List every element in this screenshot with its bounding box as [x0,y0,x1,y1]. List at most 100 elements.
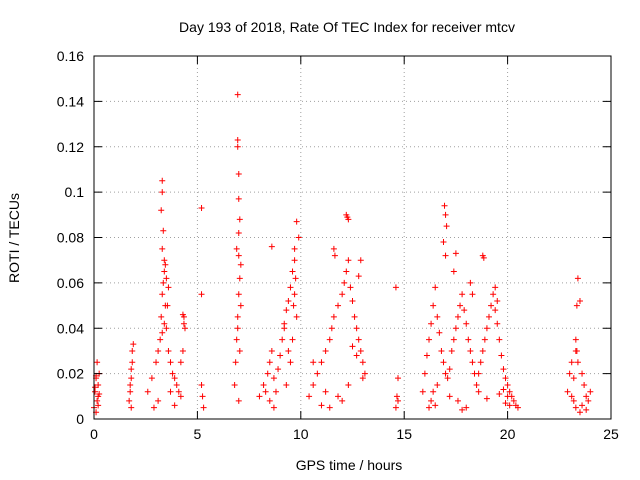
data-point [359,359,366,366]
data-point [438,347,445,354]
data-point [264,370,271,377]
data-point [159,177,166,184]
data-point [233,245,240,252]
data-point [235,291,242,298]
data-point [510,397,517,404]
data-point [441,202,448,209]
data-point [583,393,590,400]
y-tick-label: 0.02 [57,366,84,382]
data-point [128,404,135,411]
data-point [256,393,263,400]
data-point [502,400,509,407]
data-point [494,320,501,327]
data-point [572,336,579,343]
data-point [450,268,457,275]
data-point [198,205,205,212]
data-point [349,298,356,305]
data-point [440,239,447,246]
data-point [279,336,286,343]
data-point [235,397,242,404]
x-tick-label: 20 [500,426,516,442]
data-point [345,381,352,388]
data-point [167,388,174,395]
data-point [436,329,443,336]
data-point [322,388,329,395]
data-point [349,343,356,350]
data-point [339,291,346,298]
data-point [485,313,492,320]
data-point [581,381,588,388]
data-point [357,347,364,354]
data-point [430,388,437,395]
data-point [235,229,242,236]
data-point [450,336,457,343]
data-point [428,397,435,404]
data-point [179,347,186,354]
data-point [272,388,279,395]
data-point [355,273,362,280]
data-point [198,291,205,298]
data-point [469,359,476,366]
data-point [434,313,441,320]
data-point [353,352,360,359]
data-point [504,393,511,400]
data-point [568,359,575,366]
data-point [351,313,358,320]
data-point [583,406,590,413]
data-point [434,381,441,388]
data-point [233,336,240,343]
data-point [500,386,507,393]
data-point [393,393,400,400]
data-point [430,302,437,309]
data-point [322,347,329,354]
data-point [234,325,241,332]
data-point [236,275,243,282]
data-point [295,234,302,241]
data-point [130,341,137,348]
data-point [330,313,337,320]
y-tick-label: 0.1 [65,184,85,200]
data-point [570,375,577,382]
data-point [442,211,449,218]
data-point [426,404,433,411]
data-point [463,320,470,327]
data-point [572,404,579,411]
data-point [448,347,455,354]
data-point [335,393,342,400]
x-tick-label: 0 [90,426,98,442]
data-point [162,261,169,268]
data-point [579,402,586,409]
data-point [169,370,176,377]
data-point [285,298,292,305]
data-point [394,375,401,382]
data-point [421,370,428,377]
data-point [163,275,170,282]
data-point [452,325,459,332]
data-point [167,359,174,366]
data-point [440,359,447,366]
data-point [326,336,333,343]
y-tick-label: 0.06 [57,275,84,291]
data-point [155,397,162,404]
data-point [506,402,513,409]
data-point [339,397,346,404]
data-point [496,336,503,343]
data-point [426,336,433,343]
data-point [175,388,182,395]
data-point [160,227,167,234]
data-point [576,409,583,416]
data-point [127,388,134,395]
data-point [237,302,244,309]
data-point [235,170,242,177]
data-point [289,336,296,343]
data-point [144,388,151,395]
data-point [568,393,575,400]
data-point [477,359,484,366]
data-point [423,352,430,359]
axis-ticks: 0 5 10 15 20 25 0 0.02 0.04 0.06 0.08 0.1 0.12 0.14 0.… [57,48,619,442]
data-point [293,218,300,225]
data-point [292,275,299,282]
data-point [234,313,241,320]
data-point [236,347,243,354]
data-point [95,381,102,388]
